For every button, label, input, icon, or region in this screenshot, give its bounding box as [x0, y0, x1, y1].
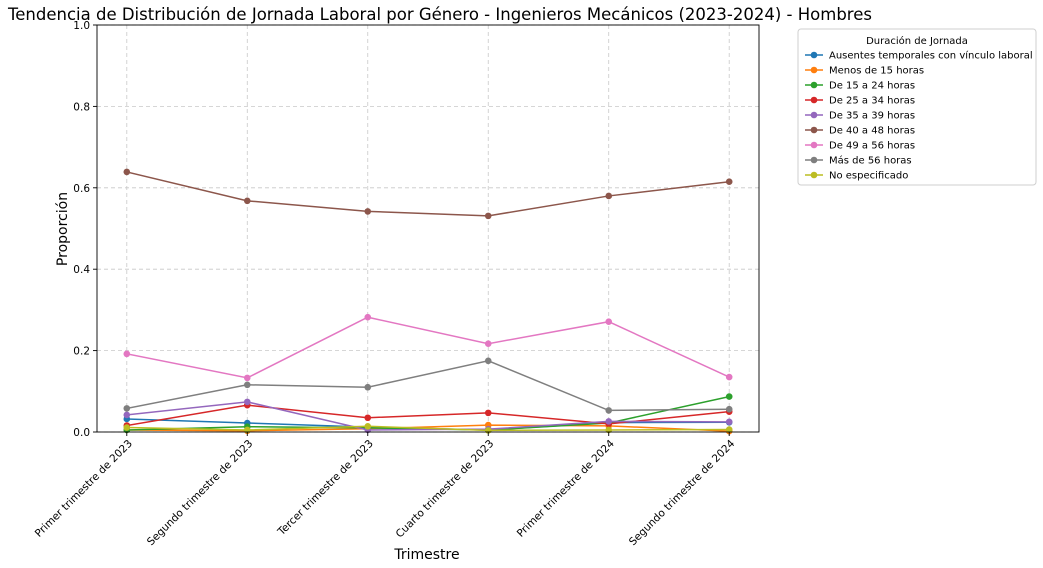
legend-marker: [810, 81, 818, 89]
x-tick-label: Primer trimestre de 2023: [33, 438, 135, 540]
series-line: [126, 425, 730, 432]
data-point: [605, 407, 613, 414]
data-point: [605, 418, 613, 425]
legend-label: De 40 a 48 horas: [829, 126, 915, 137]
legend-items: Ausentes temporales con vínculo laboral M…: [805, 50, 1033, 182]
plot-frame: [96, 24, 760, 433]
legend-label: De 49 a 56 horas: [829, 141, 915, 152]
legend-label: No especificado: [829, 171, 908, 182]
data-point: [364, 383, 372, 391]
data-point: [123, 168, 131, 176]
legend-label: De 25 a 34 horas: [829, 96, 915, 107]
series: [123, 168, 733, 220]
data-point: [243, 398, 251, 406]
data-point: [605, 192, 613, 200]
series-line: [126, 424, 730, 432]
series: [123, 357, 733, 414]
y-tick-label: 0.0: [73, 427, 90, 439]
grid: [97, 24, 759, 433]
y-tick-label: 0.2: [73, 346, 90, 358]
data-point: [364, 423, 372, 430]
y-tick-label: 1.0: [73, 20, 90, 32]
y-axis-ticks: 0.0 0.2 0.4 0.6 0.8 1.0: [73, 20, 97, 439]
legend-label: Más de 56 horas: [829, 155, 912, 167]
y-tick-label: 0.8: [73, 101, 90, 113]
x-tick-label: Primer trimestre de 2024: [515, 437, 617, 539]
legend-marker: [810, 111, 818, 119]
data-point: [484, 409, 492, 417]
legend-entry: De 35 a 39 horas: [805, 111, 915, 122]
data-point: [123, 424, 131, 431]
data-point: [725, 418, 733, 426]
legend-entry: De 40 a 48 horas: [805, 126, 915, 137]
legend-label: Menos de 15 horas: [829, 66, 924, 77]
data-point: [725, 373, 733, 381]
series: [123, 313, 733, 382]
series-line: [126, 171, 730, 217]
x-tick-label: Tercer trimestre de 2023: [275, 438, 376, 539]
legend-entry: Más de 56 horas: [805, 155, 912, 167]
legend-marker: [810, 51, 818, 59]
legend-label: De 15 a 24 horas: [829, 81, 915, 92]
x-tick-label: Cuarto trimestre de 2023: [394, 438, 497, 541]
data-point: [725, 393, 733, 400]
data-point: [243, 197, 251, 205]
data-point: [484, 357, 492, 365]
legend-label: De 35 a 39 horas: [829, 111, 915, 122]
x-axis-ticks: Primer trimestre de 2023 Segundo trimestr…: [33, 432, 738, 548]
legend-entry: De 15 a 24 horas: [805, 81, 915, 92]
legend-box: [797, 28, 1037, 186]
data-point: [364, 313, 372, 321]
data-point: [123, 405, 131, 412]
series-line: [126, 359, 730, 412]
data-point: [243, 374, 251, 382]
legend-marker: [810, 66, 818, 74]
series-line: [126, 395, 730, 431]
y-tick-label: 0.6: [73, 183, 90, 195]
legend-marker: [810, 156, 818, 164]
data-point: [484, 340, 492, 347]
legend-marker: [810, 126, 818, 134]
series-layer: [123, 168, 733, 435]
y-tick-label: 0.4: [73, 264, 90, 276]
legend-entry: De 25 a 34 horas: [805, 96, 915, 107]
legend-entry: De 49 a 56 horas: [805, 141, 915, 152]
data-point: [364, 414, 372, 422]
legend-marker: [810, 171, 818, 179]
legend-entry: Menos de 15 horas: [805, 66, 924, 77]
series-line: [126, 401, 730, 431]
legend-label: Ausentes temporales con vínculo laboral: [829, 50, 1033, 62]
legend-entry: Ausentes temporales con vínculo laboral: [805, 50, 1033, 62]
y-axis-label: Proporción: [55, 192, 71, 266]
legend: Duración de Jornada Ausentes temporales …: [797, 28, 1037, 186]
data-point: [123, 411, 131, 419]
data-point: [123, 350, 131, 358]
legend-marker: [810, 96, 818, 104]
data-point: [725, 426, 733, 433]
x-tick-label: Segundo trimestre de 2023: [145, 438, 255, 548]
data-point: [243, 381, 251, 389]
data-point: [725, 178, 733, 185]
chart-title: Tendencia de Distribución de Jornada Lab…: [7, 5, 872, 24]
legend-entry: No especificado: [805, 171, 908, 182]
legend-marker: [810, 141, 818, 149]
data-point: [484, 212, 492, 220]
data-point: [725, 405, 733, 413]
x-axis-label: Trimestre: [393, 547, 459, 563]
data-point: [364, 208, 372, 215]
legend-title: Duración de Jornada: [866, 35, 968, 47]
series-line: [126, 316, 730, 379]
x-tick-label: Segundo trimestre de 2024: [627, 437, 738, 548]
data-point: [605, 318, 613, 326]
